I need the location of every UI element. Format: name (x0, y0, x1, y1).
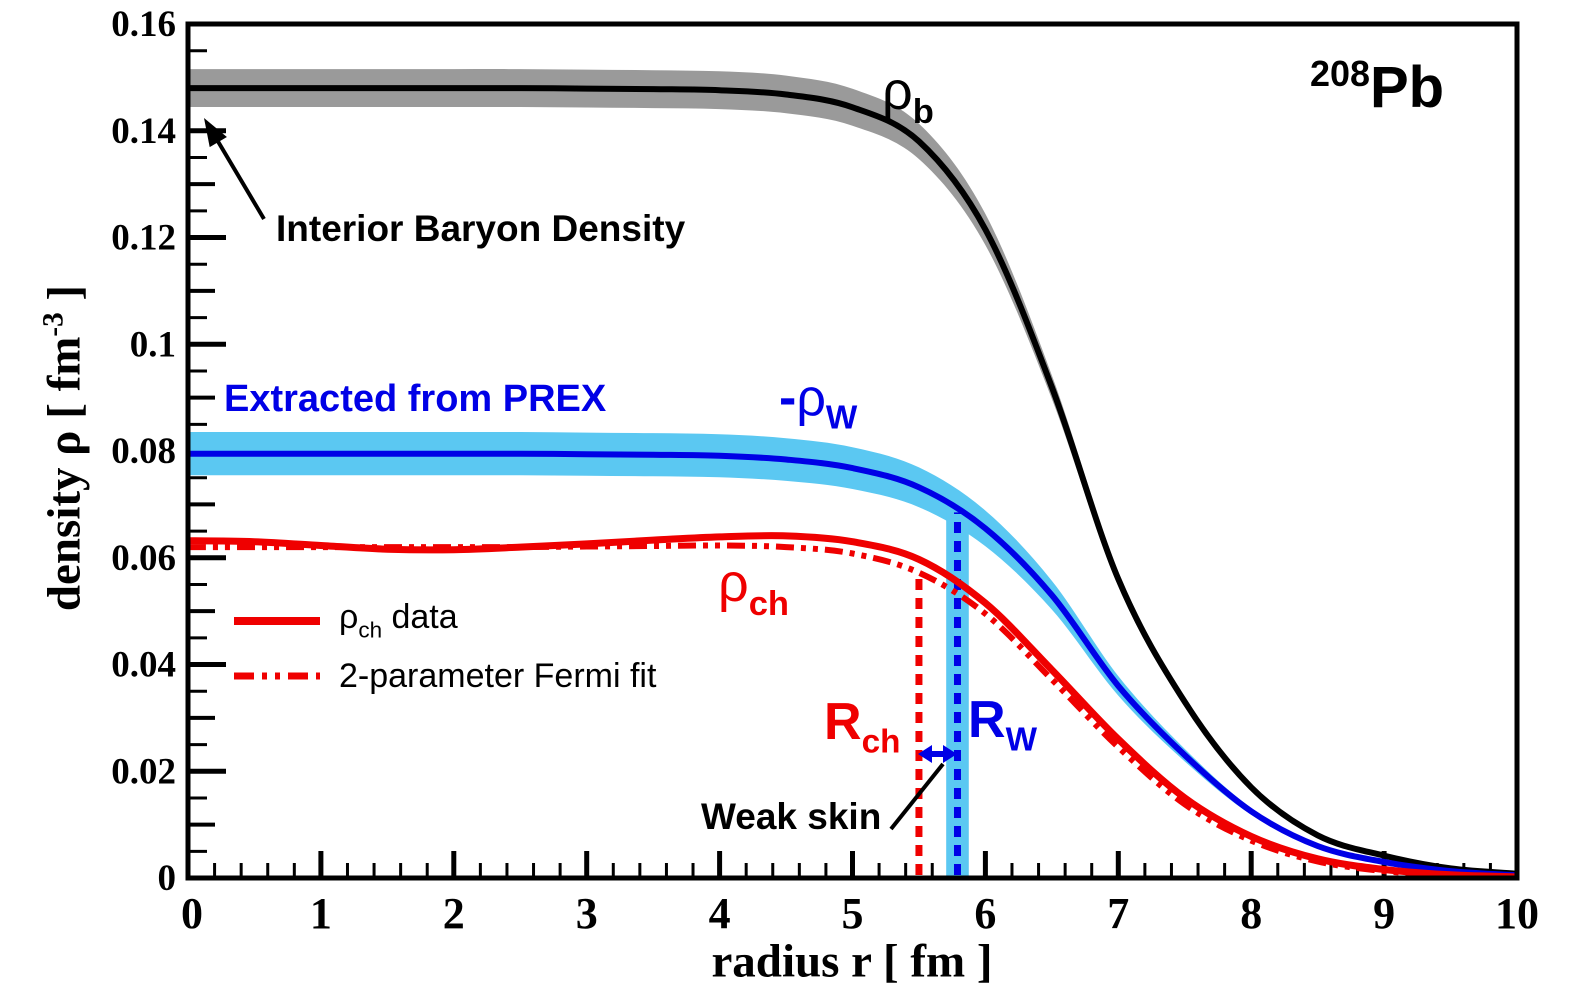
y-tick-label: 0.16 (111, 4, 176, 45)
element-symbol: Pb (1370, 54, 1445, 120)
y-axis-title-pre: density ρ [ fm (38, 336, 91, 612)
r-w-subscript: W (1005, 721, 1037, 759)
x-axis-title: radius r [ fm ] (711, 935, 993, 988)
x-tick-label: 0 (181, 889, 203, 938)
r-ch-marker-label: Rch (824, 696, 900, 759)
y-tick-label: 0.12 (111, 218, 176, 259)
legend-label-rho-ch-data: ρch data (339, 600, 458, 642)
x-tick-label: 7 (1107, 889, 1129, 938)
interior-baryon-density-label: Interior Baryon Density (276, 208, 686, 249)
y-tick-label: 0.1 (130, 324, 176, 365)
nucleus-title: 208Pb (1310, 56, 1444, 117)
y-tick-label: 0.02 (111, 751, 176, 792)
weak-skin-double-arrow-right-head (943, 745, 957, 763)
legend-rho-subscript: ch (358, 617, 383, 643)
interior-baryon-density-rho-b-curve (187, 85, 1518, 877)
rho-ch-curve-label: ρch (718, 556, 789, 621)
legend-rho-symbol: ρ (339, 598, 359, 637)
legend-item-rho-ch-data: ρch data (231, 599, 656, 643)
y-axis-title-post: ] (38, 284, 91, 313)
rho-b-subscript: b (912, 92, 934, 131)
r-ch-subscript: ch (861, 723, 901, 761)
charge-density-data-curve (187, 532, 1518, 881)
y-axis-title: density ρ [ fm-3 ] (37, 284, 91, 612)
rho-b-symbol: ρ (882, 61, 913, 121)
y-tick-label: 0.04 (111, 645, 176, 686)
minus-sign: - (779, 369, 797, 427)
rho-ch-symbol: ρ (718, 553, 749, 613)
x-tick-label: 6 (974, 889, 996, 938)
r-w-symbol: R (968, 691, 1006, 749)
x-tick-label: 3 (576, 889, 598, 938)
weak-skin-label: Weak skin (701, 796, 882, 837)
rho-b-curve-label: ρb (882, 64, 934, 129)
r-ch-symbol: R (824, 693, 862, 751)
minus-rho-w-curve-label: -ρW (779, 372, 857, 435)
legend: ρch data 2-parameter Fermi fit (231, 599, 656, 709)
y-tick-label: 0 (158, 858, 177, 899)
weak-density-minus-rho-w-curve (187, 450, 1518, 879)
y-tick-label: 0.06 (111, 538, 176, 579)
dashdot-red-line-swatch (234, 672, 320, 680)
rho-w-symbol: ρ (796, 369, 826, 427)
y-tick-label: 0.14 (111, 111, 176, 152)
plot-frame (185, 21, 1520, 881)
x-tick-label: 5 (842, 889, 864, 938)
weak-skin-double-arrow-left-head (918, 745, 932, 763)
x-tick-label: 1 (310, 889, 332, 938)
interior-arrow-head (204, 118, 227, 148)
y-axis-title-exponent: -3 (37, 312, 70, 337)
x-tick-label: 2 (443, 889, 465, 938)
mass-number-superscript: 208 (1310, 53, 1370, 94)
y-tick-label: 0.08 (111, 431, 176, 472)
legend-item-fermi-fit: 2-parameter Fermi fit (231, 654, 656, 698)
x-tick-label: 8 (1240, 889, 1262, 938)
r-w-marker-label: RW (968, 694, 1037, 757)
extracted-from-prex-label: Extracted from PREX (224, 378, 607, 420)
x-tick-label: 4 (709, 889, 731, 938)
weak-skin-pointer-line (889, 762, 945, 831)
legend-label-fermi-fit: 2-parameter Fermi fit (339, 657, 657, 695)
solid-red-line-swatch (234, 617, 320, 625)
interior-arrow-shaft (211, 131, 266, 221)
x-tick-label: 10 (1495, 889, 1539, 938)
rho-ch-subscript: ch (748, 584, 790, 623)
legend-rho-rest: data (382, 598, 458, 637)
rho-w-subscript: W (825, 399, 858, 437)
x-tick-label: 9 (1373, 889, 1395, 938)
